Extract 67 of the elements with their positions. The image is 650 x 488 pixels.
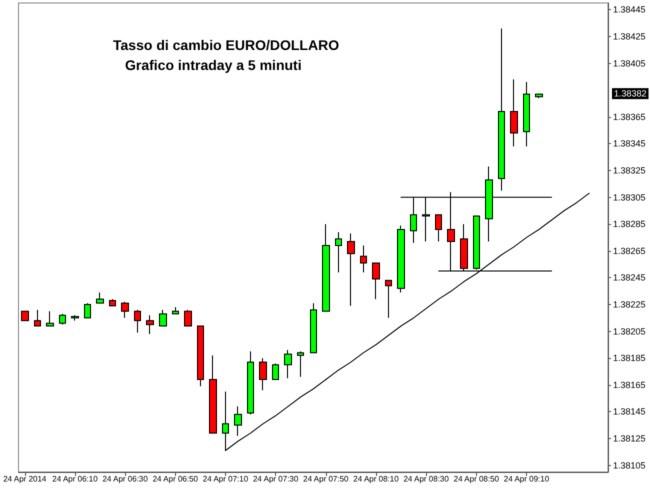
x-tick-label: 24 Apr 06:30	[102, 474, 148, 484]
candlestick	[397, 224, 405, 293]
x-tick-label: 24 Apr 08:50	[454, 474, 500, 484]
x-tick-label: 24 Apr 08:30	[403, 474, 450, 484]
candlestick	[435, 214, 442, 242]
x-tick-label: 24 Apr 07:50	[303, 474, 350, 484]
candlestick	[96, 292, 104, 304]
candlestick	[347, 232, 355, 306]
candlestick	[46, 310, 54, 326]
candlestick	[59, 313, 66, 326]
candlestick	[322, 224, 330, 312]
candlestick	[385, 280, 392, 318]
x-tick-label: 24 Apr 2014	[3, 474, 47, 484]
candlestick	[84, 302, 91, 318]
x-tick-label: 24 Apr 09:10	[504, 474, 550, 484]
y-tick-label: 1.38245	[613, 272, 646, 283]
y-tick-label: 1.38125	[613, 434, 646, 444]
x-tick-label: 24 Apr 06:10	[52, 474, 98, 484]
y-tick-label: 1.38105	[613, 460, 646, 470]
candlestick	[34, 309, 41, 326]
candlestick	[535, 94, 543, 99]
candlestick	[134, 309, 141, 334]
text: 1.38382	[614, 88, 647, 99]
candlestick	[172, 306, 179, 314]
y-tick-label: 1.38425	[613, 32, 646, 42]
candlestick	[247, 350, 254, 415]
y-tick-label: 1.38405	[613, 58, 646, 68]
y-tick-label: 1.38325	[613, 166, 646, 176]
y-tick-label: 1.38305	[613, 192, 646, 202]
candlestick	[159, 309, 167, 326]
y-tick-label: 1.38365	[613, 112, 646, 122]
x-tick-label: 24 Apr 08:10	[353, 474, 400, 484]
y-tick-label: 1.38345	[613, 138, 646, 149]
candlestick	[510, 78, 518, 147]
y-tick-label: 1.38185	[613, 353, 646, 364]
y-tick-label: 1.38165	[613, 380, 646, 390]
candlestick	[372, 262, 380, 300]
candlestick	[498, 28, 505, 192]
candlestick	[184, 309, 192, 326]
candlestick	[284, 350, 292, 379]
line-series	[224, 192, 590, 452]
candlestick	[21, 310, 29, 322]
x-tick-label: 24 Apr 07:30	[252, 474, 299, 484]
candlestick	[310, 302, 317, 354]
text: Tasso di cambio EURO/DOLLARO	[113, 37, 340, 53]
text: Grafico intraday a 5 minuti	[125, 57, 302, 73]
y-tick-label: 1.38145	[613, 406, 646, 417]
candlestick	[234, 406, 242, 436]
candlestick	[259, 358, 267, 391]
y-tick-label: 1.38205	[613, 326, 646, 336]
candlestick	[121, 301, 129, 318]
candlestick	[109, 298, 116, 306]
candlestick	[209, 354, 217, 434]
candlestick	[335, 232, 342, 273]
x-tick-label: 24 Apr 07:10	[202, 474, 249, 484]
candlestick	[71, 314, 79, 322]
candlestick	[360, 245, 367, 273]
candlestick	[523, 82, 530, 147]
y-tick-label: 1.38445	[613, 4, 646, 15]
candlestick	[197, 325, 204, 387]
candlestick	[297, 350, 304, 378]
y-tick-label: 1.38285	[613, 219, 646, 230]
candlestick	[146, 314, 154, 334]
candlestick	[272, 362, 279, 380]
y-tick-label: 1.38265	[613, 246, 646, 256]
x-tick-label: 24 Apr 06:50	[152, 474, 199, 484]
y-tick-label: 1.38225	[613, 300, 646, 310]
